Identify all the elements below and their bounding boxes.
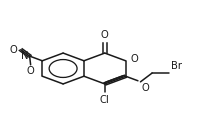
- Text: O: O: [27, 66, 35, 76]
- Text: O: O: [101, 30, 109, 40]
- Text: O: O: [130, 54, 138, 64]
- Text: Br: Br: [171, 61, 182, 71]
- Text: N: N: [21, 51, 29, 61]
- Text: O: O: [142, 83, 149, 93]
- Text: O: O: [9, 45, 17, 55]
- Text: Cl: Cl: [100, 95, 110, 105]
